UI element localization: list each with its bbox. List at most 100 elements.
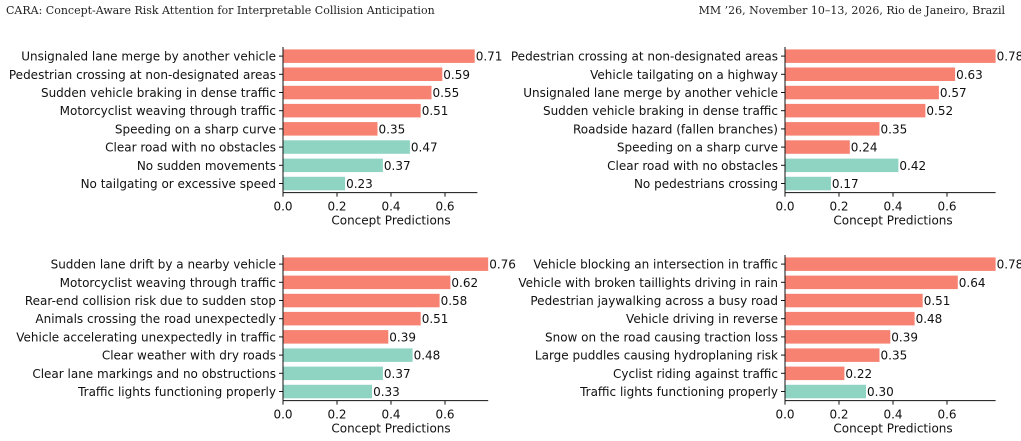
chart-panel-1: 0.71 Unsignaled lane merge by another veh…: [9, 47, 503, 228]
data-label: 0.48: [414, 349, 441, 363]
data-label: 0.48: [916, 312, 943, 326]
bar: [283, 293, 440, 308]
data-label: 0.22: [845, 367, 872, 381]
category-label: Speeding on a sharp curve: [617, 141, 778, 155]
data-label: 0.39: [891, 330, 918, 344]
category-label: Sudden vehicle braking in dense traffic: [543, 104, 778, 118]
x-tick-label: 0.0: [273, 200, 292, 214]
data-label: 0.33: [373, 385, 400, 399]
data-label: 0.35: [881, 122, 908, 136]
data-label: 0.51: [422, 312, 449, 326]
category-label: Pedestrian crossing at non-designated ar…: [511, 50, 778, 64]
data-label: 0.37: [384, 367, 411, 381]
category-label: Snow on the road causing traction loss: [545, 330, 778, 344]
x-tick-label: 0.4: [381, 200, 400, 214]
x-tick-label: 0.0: [775, 200, 794, 214]
category-label: Sudden vehicle braking in dense traffic: [41, 86, 276, 100]
bar: [785, 311, 915, 326]
x-axis-label: Concept Predictions: [331, 422, 450, 436]
x-tick-label: 0.6: [937, 200, 956, 214]
x-tick-label: 0.2: [327, 408, 346, 422]
bar: [785, 384, 866, 399]
x-tick-label: 0.4: [883, 200, 902, 214]
x-tick-label: 0.0: [273, 408, 292, 422]
data-label: 0.62: [451, 276, 478, 290]
data-label: 0.23: [346, 177, 373, 191]
bar: [283, 348, 413, 362]
category-label: Sudden lane drift by a nearby vehicle: [51, 258, 276, 272]
x-tick-label: 0.6: [937, 408, 956, 422]
chart-panel-3: 0.76 Sudden lane drift by a nearby vehicl…: [16, 255, 516, 436]
category-label: No tailgating or excessive speed: [81, 177, 276, 191]
bar: [785, 275, 958, 290]
data-label: 0.58: [441, 294, 468, 308]
bar: [785, 122, 880, 136]
category-label: Pedestrian jaywalking across a busy road: [530, 294, 778, 308]
chart-panel-4: 0.78 Vehicle blocking an intersection in …: [518, 255, 1021, 436]
category-label: Pedestrian crossing at non-designated ar…: [9, 68, 276, 82]
data-label: 0.30: [867, 385, 894, 399]
data-label: 0.57: [940, 86, 967, 100]
x-tick-label: 0.6: [435, 200, 454, 214]
data-label: 0.63: [956, 68, 983, 82]
category-label: Unsignaled lane merge by another vehicle: [523, 86, 778, 100]
bar: [785, 366, 845, 381]
category-label: Animals crossing the road unexpectedly: [35, 312, 276, 326]
category-label: No sudden movements: [137, 159, 276, 173]
category-label: Vehicle with broken taillights driving i…: [518, 276, 778, 290]
bar: [785, 293, 923, 308]
data-label: 0.17: [832, 177, 859, 191]
bar: [785, 158, 899, 173]
x-tick-label: 0.6: [435, 408, 454, 422]
x-tick-label: 0.2: [829, 408, 848, 422]
running-header-venue: MM ’26, November 10–13, 2026, Rio de Jan…: [698, 4, 1005, 17]
category-label: Vehicle tailgating on a highway: [590, 68, 778, 82]
x-axis-label: Concept Predictions: [833, 214, 952, 228]
bar: [283, 85, 432, 100]
category-label: Clear weather with dry roads: [102, 349, 276, 363]
bar: [785, 176, 831, 191]
data-label: 0.55: [433, 86, 460, 100]
data-label: 0.76: [489, 258, 516, 272]
x-tick-label: 0.2: [327, 200, 346, 214]
bar: [283, 366, 383, 381]
bar: [283, 257, 489, 271]
category-label: Speeding on a sharp curve: [115, 122, 276, 136]
data-label: 0.37: [384, 159, 411, 173]
bar: [785, 330, 891, 344]
data-label: 0.51: [422, 104, 449, 118]
category-label: Large puddles causing hydroplaning risk: [535, 349, 778, 363]
x-tick-label: 0.4: [381, 408, 400, 422]
data-label: 0.47: [411, 141, 438, 155]
data-label: 0.35: [379, 122, 406, 136]
data-label: 0.71: [476, 50, 503, 64]
x-axis-label: Concept Predictions: [331, 214, 450, 228]
category-label: Vehicle driving in reverse: [626, 312, 778, 326]
x-tick-label: 0.2: [829, 200, 848, 214]
chart-panel-2: 0.78 Pedestrian crossing at non-designate…: [511, 47, 1021, 228]
data-label: 0.78: [997, 258, 1021, 272]
data-label: 0.51: [924, 294, 951, 308]
x-axis-label: Concept Predictions: [833, 422, 952, 436]
data-label: 0.35: [881, 349, 908, 363]
bar: [283, 158, 383, 173]
bar: [785, 85, 939, 100]
bar: [283, 103, 421, 118]
x-tick-label: 0.4: [883, 408, 902, 422]
category-label: Rear-end collision risk due to sudden st…: [25, 294, 276, 308]
bar: [785, 67, 956, 81]
data-label: 0.24: [851, 141, 878, 155]
category-label: Cyclist riding against traffic: [613, 367, 778, 381]
data-label: 0.52: [926, 104, 953, 118]
x-tick-label: 0.0: [775, 408, 794, 422]
category-label: Clear road with no obstacles: [105, 141, 276, 155]
bar: [283, 176, 346, 191]
bar: [283, 67, 443, 81]
category-label: Roadside hazard (fallen branches): [573, 122, 778, 136]
category-label: Unsignaled lane merge by another vehicle: [21, 50, 276, 64]
category-label: Traffic lights functioning properly: [579, 385, 778, 399]
data-label: 0.39: [389, 330, 416, 344]
bar: [283, 330, 389, 344]
category-label: Vehicle blocking an intersection in traf…: [533, 258, 778, 272]
